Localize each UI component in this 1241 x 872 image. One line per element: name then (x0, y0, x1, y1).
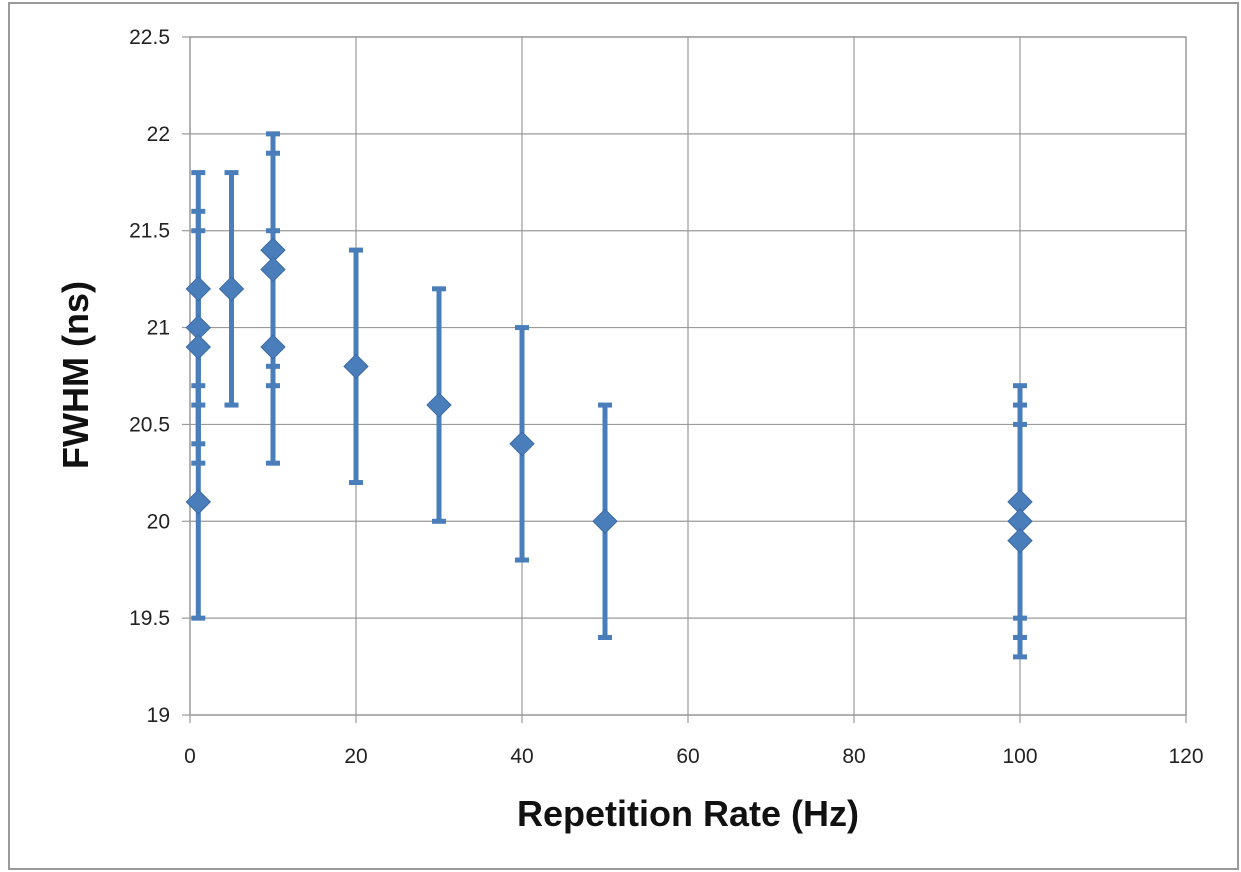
x-tick-label: 120 (1168, 745, 1203, 768)
data-point (260, 334, 286, 360)
y-axis-title: FWHM (ns) (55, 281, 96, 469)
y-tick-label: 21.5 (129, 220, 170, 243)
x-axis-title: Repetition Rate (Hz) (517, 793, 859, 834)
data-point (426, 392, 452, 418)
data-point (185, 334, 212, 360)
y-tick-label: 19 (147, 704, 170, 727)
y-tick-label: 22.5 (129, 26, 170, 49)
data-point (218, 276, 245, 302)
x-tick-label: 80 (842, 745, 865, 768)
y-tick-labels: 19 19.5 20 20.5 21 21.5 22 22.5 (129, 26, 170, 727)
gridlines (182, 36, 1187, 723)
data-point (185, 276, 212, 302)
y-tick-label: 19.5 (129, 607, 170, 630)
data-point (185, 489, 212, 515)
plot-area-outline (189, 36, 1187, 716)
x-tick-label: 0 (184, 745, 196, 768)
x-tick-label: 60 (676, 745, 699, 768)
x-tick-label: 100 (1002, 745, 1037, 768)
y-tick-label: 20 (147, 510, 170, 533)
x-tick-label: 40 (510, 745, 533, 768)
x-tick-label: 20 (344, 745, 367, 768)
y-tick-label: 20.5 (129, 413, 170, 436)
data-point (592, 508, 618, 534)
plot-area-border (189, 36, 1187, 716)
x-tick-labels: 0 20 40 60 80 100 120 (184, 745, 1203, 768)
data-point (509, 431, 535, 457)
data-point (260, 256, 286, 283)
chart-frame (8, 2, 1239, 870)
y-tick-label: 21 (147, 317, 170, 340)
data-markers (185, 237, 1033, 554)
data-point (343, 353, 369, 380)
y-tick-label: 22 (147, 123, 170, 146)
data-point (1007, 527, 1033, 554)
error-bars (191, 131, 1027, 660)
